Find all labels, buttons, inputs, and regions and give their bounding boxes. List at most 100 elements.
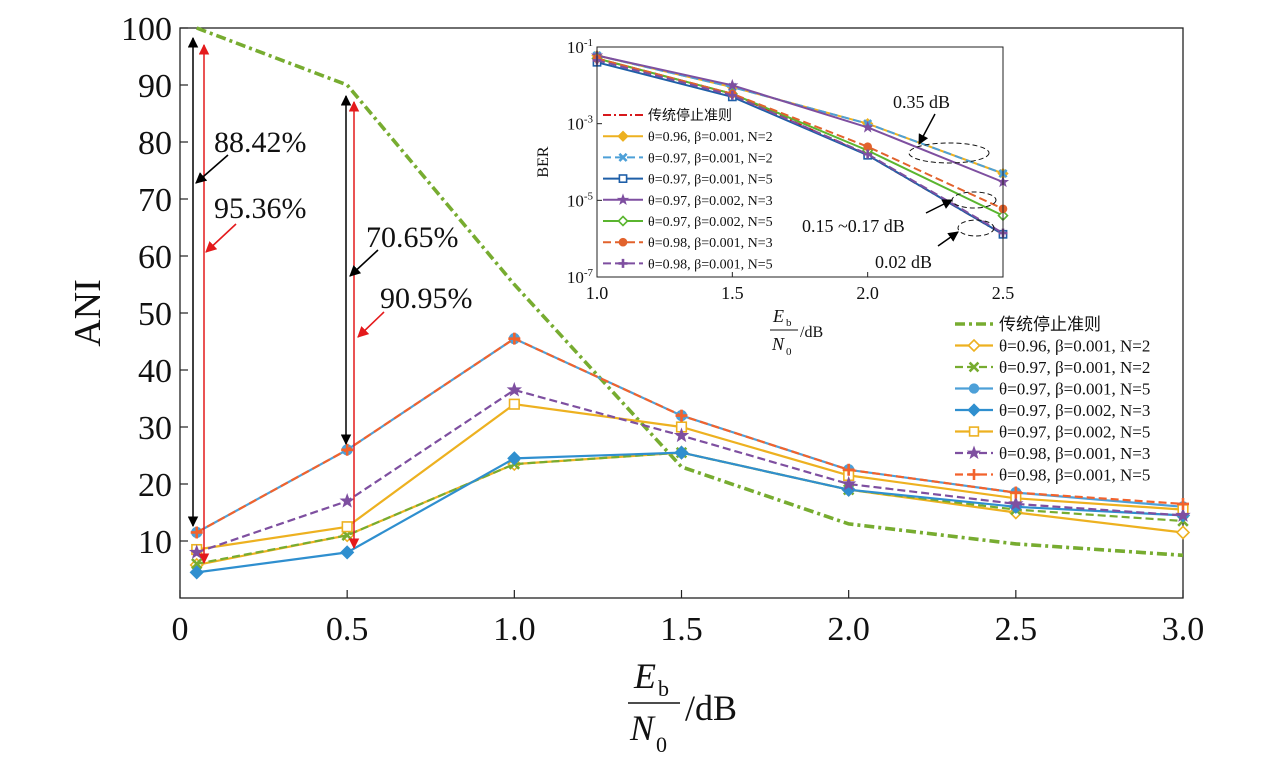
main-series-line-1 — [196, 26, 1184, 558]
reduction-arrows: 88.42% 95.36% 70.65% 90.95% — [187, 36, 473, 565]
inset-series-point-7 — [863, 142, 872, 152]
inset-legend-marker — [617, 215, 629, 227]
main-y-tick-label: 60 — [138, 239, 172, 276]
main-legend-label: θ=0.97, β=0.002, N=5 — [999, 423, 1150, 442]
main-legend-label: θ=0.97, β=0.001, N=5 — [999, 380, 1150, 399]
main-legend-marker — [966, 445, 982, 460]
inset-ellipse-1 — [908, 142, 990, 164]
inset-legend-item — [603, 193, 643, 206]
main-x-axis: 0 0.5 1.0 1.5 2.0 2.5 3.0 — [172, 590, 1205, 648]
inset-legend-label: θ=0.98, β=0.001, N=5 — [648, 257, 773, 272]
inset-series-line-5 — [596, 54, 1004, 183]
main-legend: 传统停止准则 θ=0.96, β=0.001, N=2 θ=0.97, β=0.00… — [955, 315, 1150, 485]
inset-legend-item — [603, 237, 643, 247]
inset-x-label-unit: /dB — [800, 324, 823, 341]
main-x-tick-label: 0.5 — [326, 611, 369, 648]
main-chart: 10 20 30 40 50 60 70 80 90 100 0 0.5 1.0 1.5 2.0 2.5 3.… — [67, 11, 1204, 757]
main-legend-marker — [968, 426, 980, 437]
inset-ellipse-3 — [957, 219, 995, 237]
inset-y-axis-label: BER — [535, 146, 552, 177]
main-legend-item: 传统停止准则 — [955, 315, 1101, 334]
inset-legend-label: θ=0.97, β=0.001, N=5 — [648, 173, 773, 188]
main-series-point-8 — [341, 443, 354, 456]
inset-legend-marker — [618, 237, 628, 247]
main-x-label-unit: /dB — [685, 688, 737, 728]
inset-pointer-1 — [918, 113, 936, 145]
main-legend-item: θ=0.98, β=0.001, N=5 — [955, 466, 1150, 485]
inset-chart: 10-1 10-3 10-5 10-7 1.0 1.5 2.0 2.5 BER E b N … — [535, 37, 1014, 358]
main-legend-marker — [968, 361, 980, 373]
main-legend-label: θ=0.97, β=0.001, N=2 — [999, 358, 1150, 377]
main-series-point-8 — [675, 409, 688, 422]
main-x-label-0: 0 — [656, 732, 667, 757]
main-series-point-7 — [1008, 495, 1024, 511]
inset-series-point-5 — [726, 78, 739, 91]
inset-legend-item — [603, 174, 643, 183]
main-x-tick-label: 1.5 — [660, 611, 703, 648]
inset-legend-label: θ=0.98, β=0.001, N=3 — [648, 236, 773, 251]
inset-legend: 传统停止准则 θ=0.96, β=0.001, N=2 θ=0.97, β=0.00… — [603, 107, 773, 272]
inset-annotation-015: 0.15 ~0.17 dB — [802, 216, 905, 236]
main-series-point-8 — [190, 526, 203, 539]
inset-legend-label: θ=0.97, β=0.001, N=2 — [648, 151, 773, 166]
main-series-point-7 — [506, 381, 523, 397]
inset-series-point-8 — [863, 149, 873, 159]
inset-x-tick-label: 2.5 — [992, 283, 1015, 303]
main-x-axis-label: E b N 0 /dB — [628, 656, 737, 757]
inset-x-tick-label: 1.5 — [721, 283, 744, 303]
inset-x-tick-label: 1.0 — [586, 283, 609, 303]
main-x-tick-label: 1.0 — [493, 611, 536, 648]
inset-legend-marker — [618, 152, 628, 162]
inset-series-group — [590, 49, 1010, 239]
main-series-point-7 — [339, 493, 355, 508]
main-series-point-8 — [1009, 486, 1022, 499]
inset-legend-item — [603, 152, 643, 162]
main-y-tick-label: 10 — [138, 524, 172, 561]
annotation-90: 90.95% — [380, 282, 473, 315]
main-series-point-5 — [507, 451, 522, 466]
inset-legend-marker — [616, 193, 630, 206]
inset-legend-item — [603, 215, 643, 227]
main-series-1 — [196, 26, 1184, 558]
main-y-tick-label: 100 — [121, 11, 172, 48]
inset-series-point-8 — [727, 90, 737, 100]
main-legend-item: θ=0.98, β=0.001, N=3 — [955, 444, 1150, 463]
main-x-label-N: N — [629, 708, 656, 748]
main-x-tick-label: 2.0 — [827, 611, 870, 648]
main-legend-item: θ=0.97, β=0.002, N=5 — [955, 423, 1150, 442]
inset-pointer-2 — [925, 199, 953, 214]
main-x-tick-label: 3.0 — [1162, 611, 1205, 648]
pointer-arrow-70 — [349, 249, 379, 277]
main-legend-marker — [967, 338, 981, 353]
main-series-point-6 — [341, 521, 353, 533]
main-legend-label: 传统停止准则 — [999, 315, 1101, 334]
pointer-arrow-88 — [195, 154, 229, 184]
main-y-axis-label: ANI — [67, 279, 109, 347]
main-series-point-5 — [189, 565, 204, 580]
main-series-7 — [188, 381, 1191, 559]
inset-y-tick-label: 10-3 — [567, 114, 594, 134]
inset-y-tick-label: 10-5 — [567, 190, 594, 210]
inset-x-tick-label: 2.0 — [856, 283, 879, 303]
main-legend-item: θ=0.97, β=0.001, N=5 — [955, 380, 1150, 399]
main-y-tick-label: 20 — [138, 467, 172, 504]
main-series-point-8 — [842, 463, 855, 476]
inset-y-tick-label: 10-7 — [567, 267, 594, 287]
main-legend-marker — [967, 403, 981, 417]
main-y-tick-label: 50 — [138, 296, 172, 333]
main-series-point-7 — [673, 427, 690, 443]
main-series-point-8 — [1177, 497, 1189, 510]
main-x-tick-label: 0 — [172, 611, 189, 648]
pointer-arrow-90 — [357, 311, 385, 338]
main-series-point-2 — [1175, 525, 1191, 540]
main-legend-item: θ=0.97, β=0.001, N=2 — [955, 358, 1150, 377]
annotation-95: 95.36% — [214, 192, 307, 225]
main-series-group — [188, 26, 1191, 580]
main-x-label-b: b — [658, 676, 669, 701]
inset-y-tick-label: 10-1 — [567, 37, 593, 57]
inset-series-line-6 — [596, 57, 1004, 217]
main-y-tick-label: 30 — [138, 410, 172, 447]
main-legend-label: θ=0.96, β=0.001, N=2 — [999, 337, 1150, 356]
inset-legend-marker — [617, 130, 629, 142]
